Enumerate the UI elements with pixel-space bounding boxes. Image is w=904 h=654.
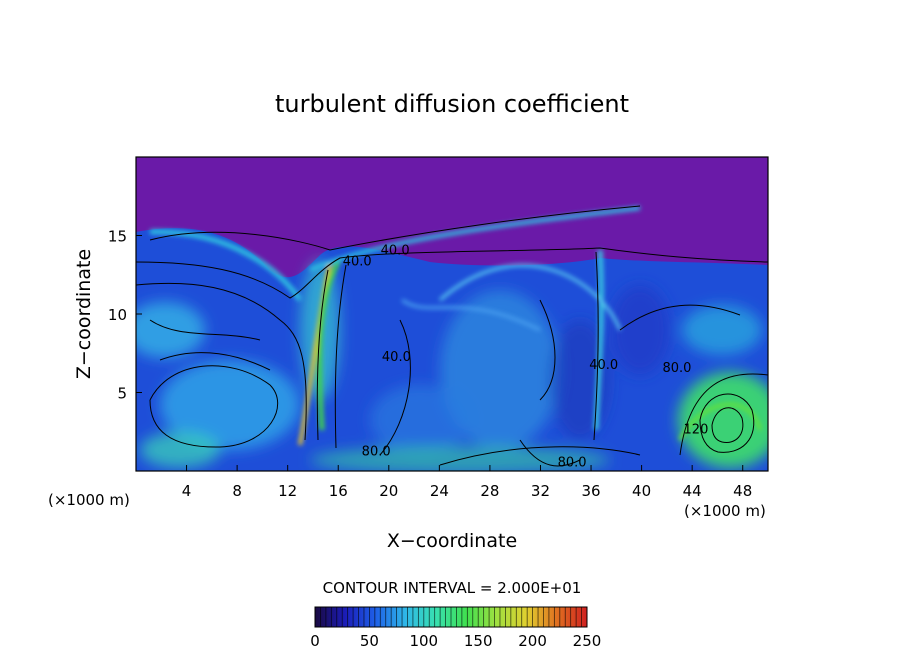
chart-title: turbulent diffusion coefficient: [275, 90, 629, 118]
x-tick-label: 24: [430, 482, 449, 500]
colorbar-tick-label: 200: [518, 632, 547, 650]
x-tick-label: 8: [232, 482, 242, 500]
x-unit-right-label: (×1000 m): [684, 502, 766, 520]
diffusion-blobs: [136, 260, 768, 471]
colorbar-tick-label: 50: [360, 632, 379, 650]
contour-label: 40.0: [343, 254, 372, 269]
contour-label: 40.0: [382, 350, 411, 365]
y-tick-label: 10: [108, 306, 127, 324]
y-axis-label: Z−coordinate: [73, 249, 95, 379]
y-tick-label: 15: [108, 228, 127, 246]
contour-interval-label: CONTOUR INTERVAL = 2.000E+01: [323, 579, 582, 597]
contour-label: 40.0: [589, 358, 618, 373]
contour-label: 80.0: [663, 361, 692, 376]
contour-label: 80.0: [558, 455, 587, 470]
y-axis-ticks: 5 10 15: [108, 228, 142, 403]
x-tick-label: 40: [632, 482, 651, 500]
y-tick-label: 5: [117, 385, 127, 403]
x-tick-label: 12: [278, 482, 297, 500]
colorbar: 0 50 100 150 200 250: [310, 606, 601, 650]
colorbar-tick-label: 0: [310, 632, 320, 650]
x-axis-ticks: 4 8 12 16 20 24 28 32 36 40 44 48: [182, 465, 752, 500]
x-tick-label: 32: [531, 482, 550, 500]
contour-label: 120: [684, 422, 709, 437]
colorbar-tick-label: 150: [464, 632, 493, 650]
contour-label-group: 40.0 40.0 40.0 40.0 80.0 80.0 120 80.0: [343, 243, 709, 470]
colorbar-ticks: 0 50 100 150 200 250: [310, 632, 601, 650]
shear-streaks: [149, 206, 762, 446]
x-tick-label: 20: [379, 482, 398, 500]
colorbar-tick-label: 100: [409, 632, 438, 650]
contour-lines: [136, 205, 768, 467]
x-tick-label: 44: [683, 482, 702, 500]
x-axis-label: X−coordinate: [387, 530, 517, 552]
x-tick-label: 16: [329, 482, 348, 500]
x-tick-label: 4: [182, 482, 192, 500]
colorbar-frame: [314, 606, 588, 628]
x-tick-label: 48: [733, 482, 752, 500]
x-tick-label: 36: [581, 482, 600, 500]
contour-label: 40.0: [381, 243, 410, 258]
contour-label: 80.0: [362, 444, 391, 459]
colorbar-tick-label: 250: [573, 632, 602, 650]
colorbar-stripes: [320, 607, 582, 627]
x-tick-label: 28: [480, 482, 499, 500]
heatmap-field: 40.0 40.0 40.0 40.0 80.0 80.0 120 80.0: [136, 157, 768, 471]
x-unit-left-label: (×1000 m): [48, 491, 130, 509]
